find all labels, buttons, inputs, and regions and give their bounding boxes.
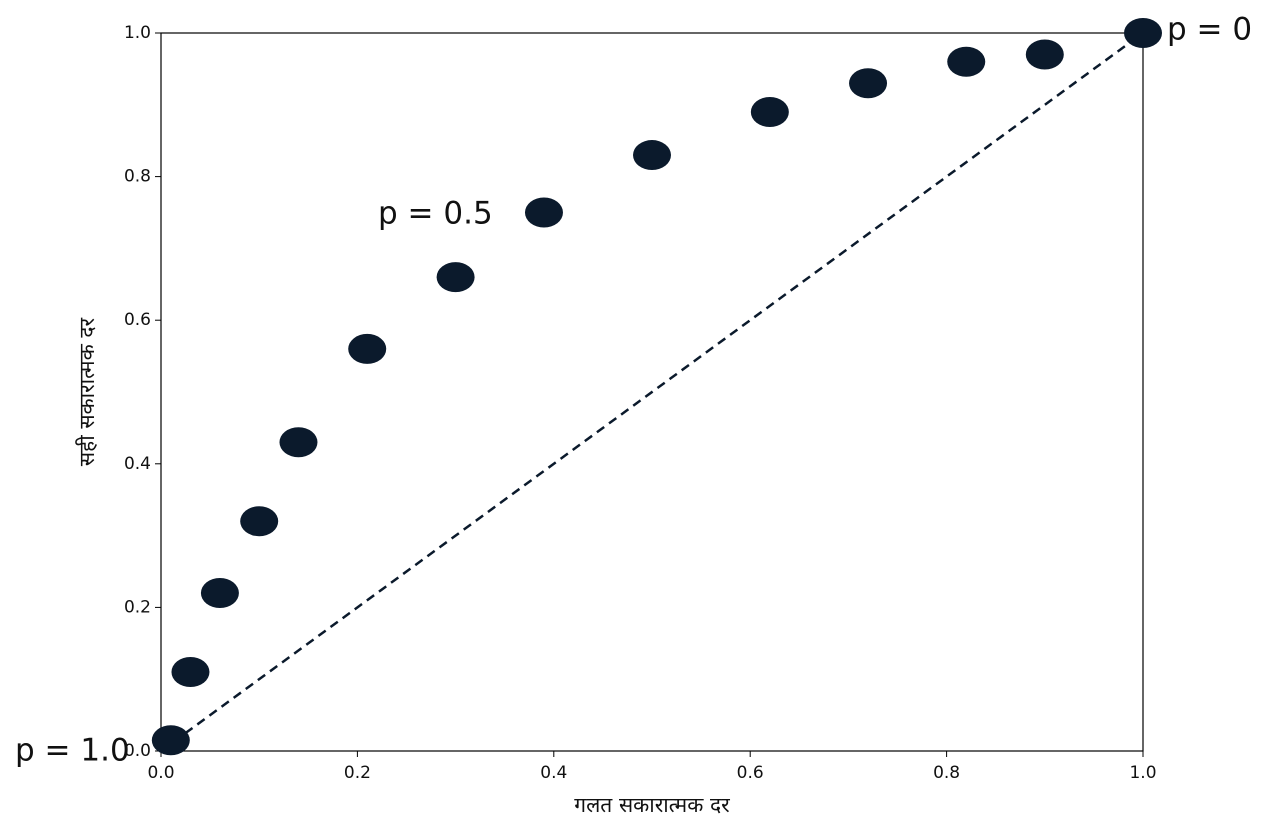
point bbox=[633, 140, 671, 171]
annotation: p = 0.5 bbox=[378, 196, 493, 232]
x-tick-label: 0.2 bbox=[344, 763, 371, 783]
annotation: p = 1.0 bbox=[15, 733, 130, 769]
x-tick-label: 0.0 bbox=[147, 763, 174, 783]
annotation: p = 0 bbox=[1167, 12, 1252, 48]
point bbox=[1025, 39, 1064, 70]
point bbox=[947, 46, 986, 77]
point bbox=[151, 725, 190, 756]
point bbox=[750, 96, 789, 127]
x-tick-label: 0.8 bbox=[933, 763, 960, 783]
y-tick-label: 0.8 bbox=[124, 167, 151, 187]
x-tick-label: 0.4 bbox=[540, 763, 567, 783]
x-tick-label: 0.6 bbox=[737, 763, 764, 783]
point bbox=[279, 427, 318, 458]
y-tick-label: 0.4 bbox=[124, 454, 151, 474]
y-tick-label: 0.2 bbox=[124, 597, 151, 617]
reference-diagonal bbox=[160, 31, 1144, 753]
y-tick-label: 0.6 bbox=[124, 310, 151, 330]
point bbox=[524, 197, 563, 228]
point bbox=[171, 657, 210, 688]
x-axis-label: गलत सकारात्मक दर bbox=[574, 793, 730, 817]
point bbox=[200, 578, 239, 609]
y-axis-label: सही सकारात्मक दर bbox=[75, 317, 99, 466]
point bbox=[348, 333, 387, 364]
plot-frame bbox=[160, 32, 1144, 752]
y-tick-label: 0.0 bbox=[124, 741, 151, 761]
point bbox=[240, 506, 279, 537]
point bbox=[849, 68, 888, 99]
point bbox=[436, 262, 475, 293]
x-tick-label: 1.0 bbox=[1129, 763, 1156, 783]
y-tick-label: 1.0 bbox=[124, 23, 151, 43]
point bbox=[1124, 18, 1162, 48]
